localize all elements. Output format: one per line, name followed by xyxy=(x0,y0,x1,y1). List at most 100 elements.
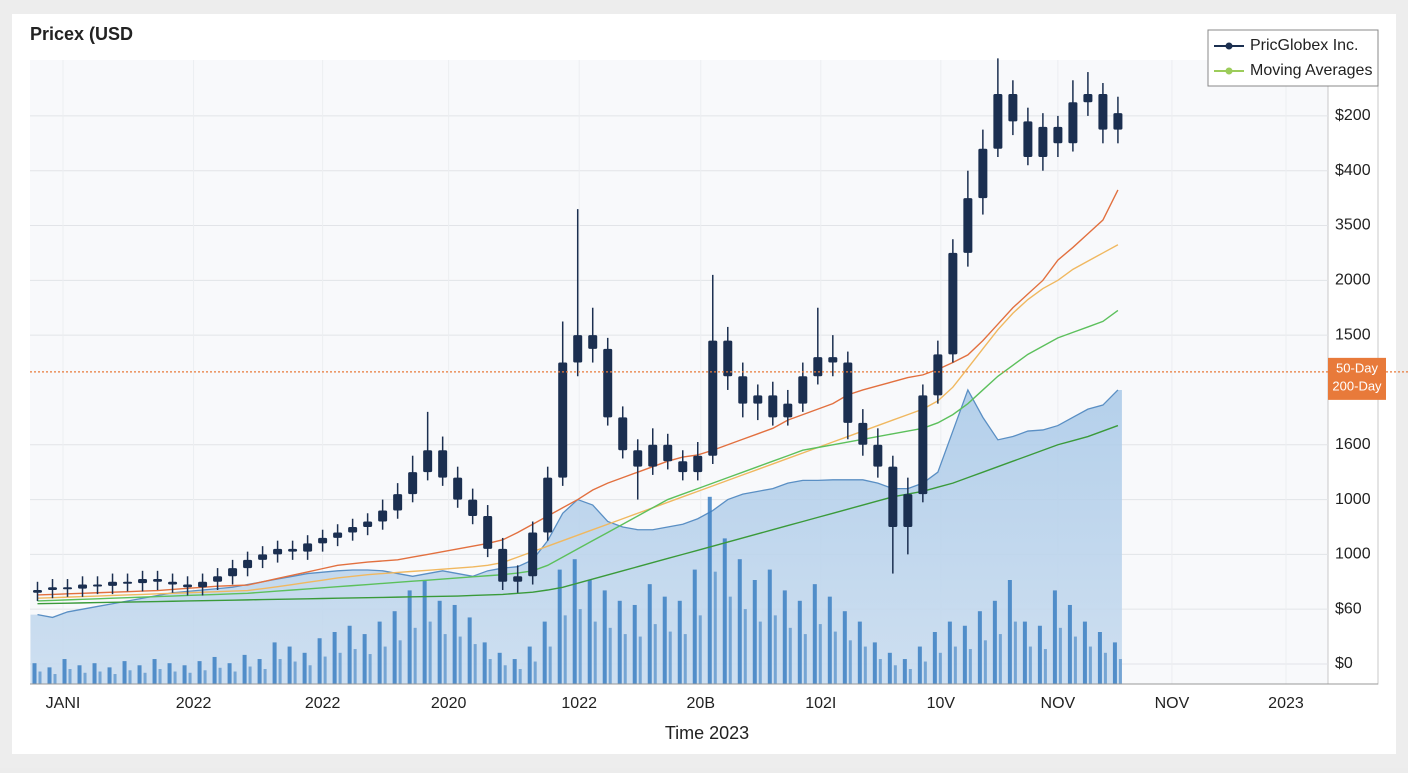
volume-bar xyxy=(122,661,127,684)
volume-bar xyxy=(722,538,727,684)
volume-bar xyxy=(182,665,187,684)
volume-bar xyxy=(542,621,547,684)
area xyxy=(30,389,1122,684)
volume-bar-2 xyxy=(1043,649,1047,684)
volume-bar xyxy=(827,596,832,684)
candle-body xyxy=(123,581,133,584)
candle-body xyxy=(108,581,118,586)
volume-bar xyxy=(497,652,502,684)
x-tick-label: 2023 xyxy=(1268,695,1304,712)
annotation-box xyxy=(1328,357,1386,400)
candle-body xyxy=(408,472,418,495)
legend-label: Moving Averages xyxy=(1250,62,1372,79)
candle-body xyxy=(813,357,823,377)
volume-bar-2 xyxy=(353,649,357,684)
candle-body xyxy=(708,340,718,456)
candle-body xyxy=(153,579,163,582)
volume-bar-2 xyxy=(173,671,177,684)
y-tick-label: 3500 xyxy=(1335,217,1371,234)
volume-bar-2 xyxy=(233,671,237,684)
volume-bar xyxy=(977,611,982,684)
volume-bar xyxy=(407,590,412,684)
candle-body xyxy=(198,581,208,588)
volume-bar-2 xyxy=(53,674,57,684)
candle-body xyxy=(1008,93,1018,122)
volume-bar-2 xyxy=(698,615,702,684)
volume-bar xyxy=(527,646,532,684)
volume-bar xyxy=(647,584,652,684)
volume-bar-2 xyxy=(1013,621,1017,684)
candle-body xyxy=(543,477,553,533)
volume-bar-2 xyxy=(803,634,807,684)
candle-body xyxy=(753,395,763,404)
candle-body xyxy=(483,516,493,549)
volume-bar-2 xyxy=(1118,659,1122,684)
volume-bar xyxy=(632,604,637,684)
candle-body xyxy=(873,444,883,467)
volume-bar-2 xyxy=(728,596,732,684)
volume-bar xyxy=(797,600,802,684)
volume-bar xyxy=(257,659,262,684)
volume-bar-2 xyxy=(713,571,717,684)
marks xyxy=(30,58,1408,684)
legend-marker xyxy=(1225,67,1233,75)
volume-bar-2 xyxy=(1028,646,1032,684)
candle-body xyxy=(258,554,268,560)
candle-body xyxy=(783,403,793,418)
volume-bar xyxy=(872,642,877,684)
volume-bar xyxy=(332,632,337,684)
candle-body xyxy=(423,450,433,473)
volume-bar-2 xyxy=(938,652,942,684)
candle-body xyxy=(723,340,733,377)
volume-bar-2 xyxy=(338,652,342,684)
volume-bar xyxy=(1097,632,1102,684)
volume-bar xyxy=(242,654,247,684)
candle-body xyxy=(438,450,448,478)
volume-bar xyxy=(782,590,787,684)
candle-body xyxy=(768,395,778,418)
legend: PricGlobex Inc. Moving Averages xyxy=(1207,29,1379,87)
x-tick-label: JANI xyxy=(46,695,81,712)
volume-bar xyxy=(767,569,772,684)
legend-label: PricGlobex Inc. xyxy=(1250,37,1358,54)
volume-bar xyxy=(692,569,697,684)
candle-body xyxy=(678,461,688,473)
volume-bar-2 xyxy=(308,665,312,684)
x-tick-label: 10V xyxy=(927,695,956,712)
volume-bar xyxy=(992,600,997,684)
volume-bar-2 xyxy=(578,609,582,684)
volume-bar-2 xyxy=(248,666,252,684)
volume-bar xyxy=(392,611,397,684)
volume-bar xyxy=(1037,625,1042,684)
volume-bar xyxy=(152,659,157,684)
candle-body xyxy=(318,537,328,544)
y-tick-label: $200 xyxy=(1335,107,1371,124)
volume-bar-2 xyxy=(83,672,87,684)
volume-bar xyxy=(362,634,367,684)
volume-bar-2 xyxy=(263,669,267,684)
y-tick-label: 1000 xyxy=(1335,491,1371,508)
candle-body xyxy=(1068,102,1078,144)
x-tick-label: NOV xyxy=(1155,695,1190,712)
volume-bar xyxy=(932,632,937,684)
volume-bar xyxy=(857,621,862,684)
annotation: 50-Day xyxy=(1336,360,1378,375)
candle-body xyxy=(993,93,1003,149)
volume-bar xyxy=(917,646,922,684)
volume-bar xyxy=(227,663,232,684)
volume-bar-2 xyxy=(383,646,387,684)
candle-body xyxy=(528,532,538,577)
volume-bar-2 xyxy=(203,670,207,684)
volume-bar-2 xyxy=(593,621,597,684)
candle-body xyxy=(693,455,703,473)
volume-bar xyxy=(377,621,382,684)
volume-bar xyxy=(317,638,322,684)
volume-bar-2 xyxy=(143,672,147,684)
volume-bar-2 xyxy=(1103,652,1107,684)
volume-bar-2 xyxy=(923,661,927,684)
legend-box xyxy=(1207,29,1379,87)
volume-bar xyxy=(302,652,307,684)
x-tick-label: 1022 xyxy=(561,695,597,712)
volume-bar-2 xyxy=(998,634,1002,684)
